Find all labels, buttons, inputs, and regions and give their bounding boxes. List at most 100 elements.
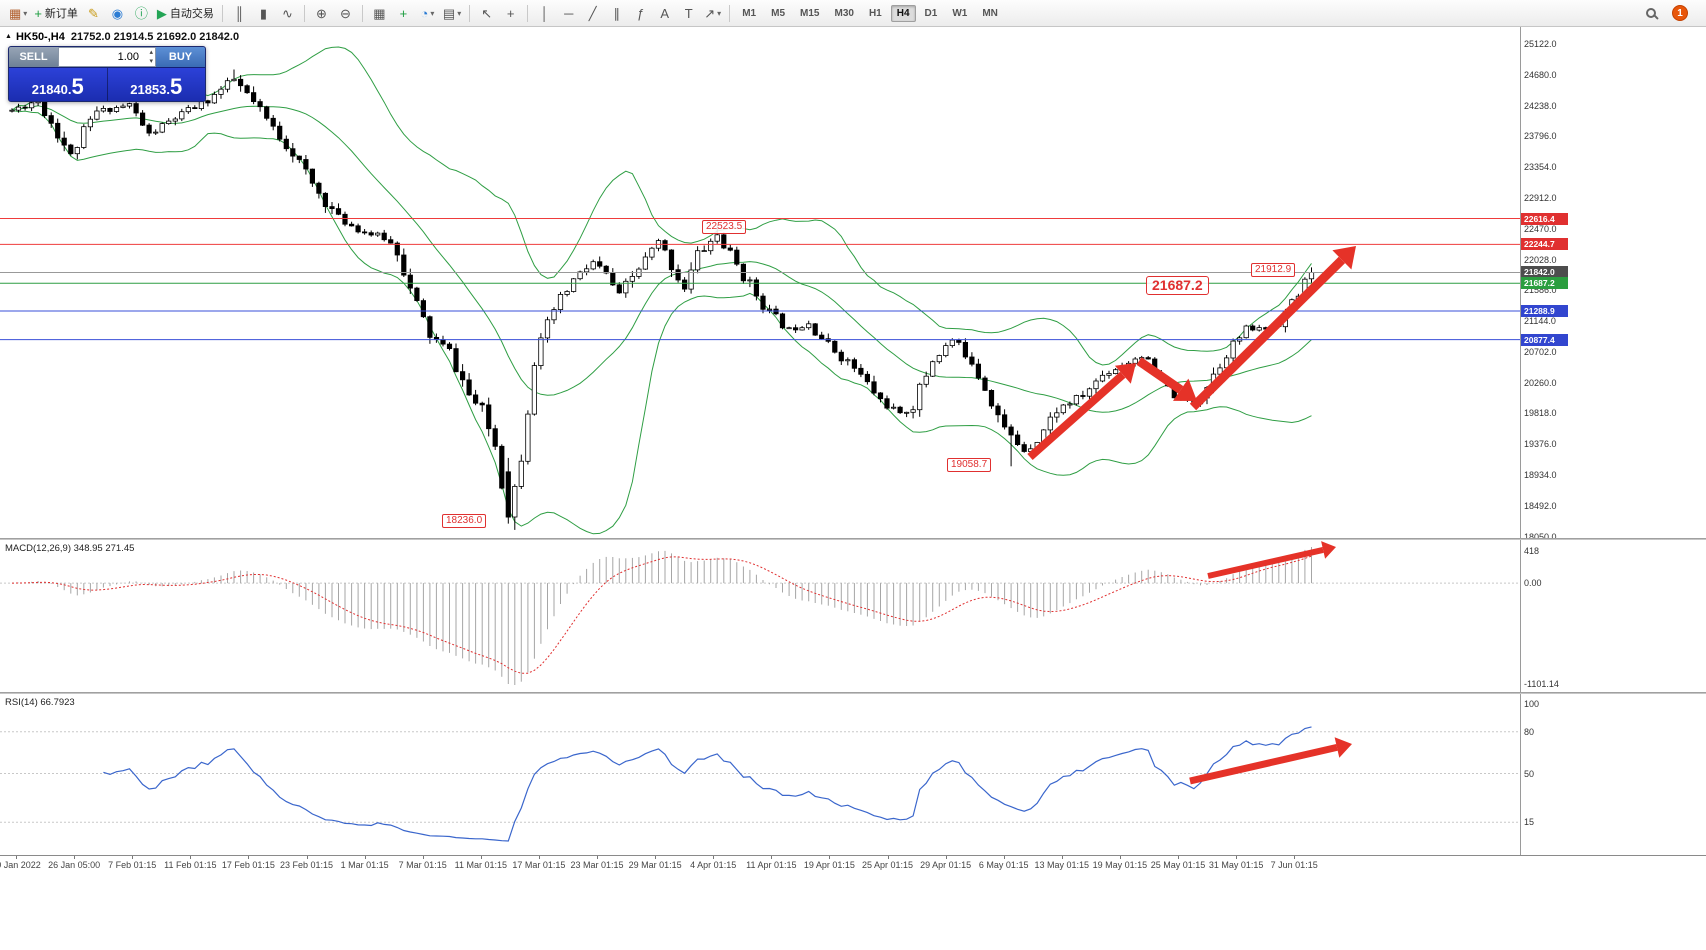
sell-price-big: 5 [71, 74, 84, 99]
search-button[interactable] [1639, 3, 1662, 24]
trade-widget-controls: SELL 1.00 ▴ ▾ BUY [9, 47, 205, 68]
rsi-panel[interactable]: RSI(14) 66.7923 100 80 50 15 [0, 694, 1706, 855]
macd-panel[interactable]: MACD(12,26,9) 348.95 271.45 418 0.00 -1101… [0, 540, 1706, 692]
metaeditor-button[interactable]: ✎ [82, 3, 105, 24]
volume-field[interactable]: 1.00 ▴ ▾ [58, 47, 156, 67]
periods-button-glyph-icon: ◔ [420, 5, 429, 21]
volume-value: 1.00 [117, 51, 139, 63]
timeframe-m1-button[interactable]: M1 [742, 7, 757, 19]
indicators-button[interactable]: + [392, 3, 415, 24]
tile-windows-button-glyph-icon: ▦ [373, 5, 386, 21]
time-axis[interactable]: 20 Jan 2022 26 Jan 05:00 7 Feb 01:15 11 Feb… [0, 855, 1706, 873]
rsi-axis-label: 80 [1524, 726, 1535, 737]
text-button[interactable]: A [653, 3, 676, 24]
vertical-line-button[interactable]: │ [533, 3, 556, 24]
time-axis-label: 1 Mar 01:15 [340, 860, 389, 870]
timeframe-m5-button[interactable]: M5 [771, 7, 786, 19]
buy-button[interactable]: BUY [156, 47, 205, 67]
sell-price[interactable]: 21840. 5 [9, 68, 108, 101]
time-axis-label: 17 Mar 01:15 [512, 860, 566, 870]
volume-up-icon[interactable]: ▴ [149, 49, 153, 56]
collapse-triangle-icon[interactable]: ▲ [5, 33, 12, 40]
community-button-glyph-icon: ◉ [111, 5, 124, 21]
time-axis-tick [887, 856, 889, 859]
periods-button[interactable]: ◔ ▾ [416, 3, 439, 24]
price-axis-label: 22028.0 [1524, 254, 1557, 265]
candles-mode-button-glyph-icon: ▮ [259, 5, 267, 21]
bars-mode-button[interactable]: ║ [228, 3, 251, 24]
sell-button[interactable]: SELL [9, 47, 58, 67]
ohlc-values: 21752.0 21914.5 21692.0 21842.0 [70, 31, 240, 43]
price-axis-label: 18050.0 [1524, 531, 1557, 538]
timeframe-mn-button[interactable]: MN [982, 7, 998, 19]
timeframe-h1-button[interactable]: H1 [868, 7, 882, 19]
panel-separator[interactable] [0, 538, 1706, 540]
new-order-button-label: 新订单 [44, 8, 78, 20]
volume-spinner[interactable]: ▴ ▾ [149, 49, 153, 67]
price-axis-label: 22470.0 [1524, 223, 1557, 234]
time-axis-tick [771, 856, 773, 859]
price-axis-label: 23796.0 [1524, 131, 1557, 142]
cursor-button-glyph-icon: ↖ [481, 5, 493, 21]
price-axis-label: 18492.0 [1524, 500, 1557, 511]
volume-down-icon[interactable]: ▾ [149, 58, 153, 65]
zoom-in-button[interactable]: ⊕ [310, 3, 333, 24]
macd-canv[interactable] [0, 540, 1520, 692]
price-axis-label: 24680.0 [1524, 69, 1557, 80]
panel-separator[interactable] [0, 692, 1706, 694]
label-button[interactable]: T [677, 3, 700, 24]
timeframe-d1-button[interactable]: D1 [924, 7, 938, 19]
templates-button[interactable]: ▤ ▾ [440, 3, 464, 24]
crosshair-button-glyph-icon: + [506, 5, 515, 21]
candles-mode-button[interactable]: ▮ [252, 3, 275, 24]
price-chart-canvas[interactable] [0, 27, 1520, 538]
info-button[interactable]: ⓘ [130, 3, 153, 24]
time-axis-label: 25 May 01:15 [1150, 860, 1206, 870]
new-order-button-glyph-icon: + [34, 5, 42, 21]
trendline-button[interactable]: ╱ [581, 3, 604, 24]
new-order-button[interactable]: + 新订单 [31, 3, 81, 24]
toolbar-separator [303, 4, 305, 22]
macd-axis-label: 418 [1524, 546, 1540, 556]
timeframe-w1-button[interactable]: W1 [952, 7, 968, 19]
notification-badge[interactable]: 1 [1672, 5, 1688, 21]
price-axis-label: 23354.0 [1524, 162, 1557, 173]
cursor-button[interactable]: ↖ [475, 3, 498, 24]
new-chart-button[interactable]: ▦ ▾ [6, 3, 30, 24]
time-axis-tick [713, 856, 715, 859]
time-axis-tick [422, 856, 424, 859]
time-axis-tick [248, 856, 250, 859]
horizontal-line-button-glyph-icon: ─ [564, 5, 574, 21]
channel-button[interactable]: ∥ [605, 3, 628, 24]
time-axis-tick [597, 856, 598, 859]
templates-button-caret-icon: ▾ [457, 8, 462, 18]
crosshair-button[interactable]: + [499, 3, 522, 24]
price-chart-panel[interactable]: ▲ HK50-,H4 21752.0 21914.5 21692.0 21842.0… [0, 27, 1706, 538]
timeframe-h4-button[interactable]: H4 [890, 4, 916, 22]
buy-price[interactable]: 21853. 5 [107, 68, 205, 101]
timeframe-m30-button[interactable]: M30 [834, 7, 854, 19]
line-mode-button[interactable]: ∿ [276, 3, 299, 24]
trendline-button-glyph-icon: ╱ [588, 5, 597, 21]
trade-widget-prices: 21840. 5 21853. 5 [9, 68, 205, 101]
shapes-button[interactable]: ↗ ▾ [701, 3, 724, 24]
horizontal-line-button[interactable]: ─ [557, 3, 580, 24]
price-axis-label: 21586.0 [1524, 285, 1557, 296]
rsi-canvas[interactable] [0, 694, 1520, 855]
zoom-in-button-glyph-icon: ⊕ [315, 5, 327, 21]
price-callout: 18236.0 [442, 514, 487, 528]
time-axis-tick [132, 856, 134, 859]
main-toolbar: ▦ ▾ + 新订单 ✎ ◉ ⓘ ▶ 自动交易 ║ ▮ ∿ ⊕ ⊖ ▦ + ◔ ▾ ▤ ▾ ↖ + │ ─ ╱ ∥ ƒ A T ↗ ▾ M1 M5… [0, 0, 1706, 27]
zoom-out-button[interactable]: ⊖ [334, 3, 357, 24]
price-tag: 21842.0 [1521, 266, 1568, 279]
community-button[interactable]: ◉ [106, 3, 129, 24]
price-axis-label: 25122.0 [1524, 39, 1557, 49]
tile-windows-button[interactable]: ▦ [368, 3, 391, 24]
shapes-button-caret-icon: ▾ [717, 8, 722, 18]
autotrading-button-label: 自动交易 [169, 8, 214, 20]
time-axis-tick [306, 856, 308, 859]
fibonacci-button[interactable]: ƒ [629, 3, 652, 24]
autotrading-button[interactable]: ▶ 自动交易 [154, 3, 217, 24]
toolbar-separator [361, 4, 363, 22]
timeframe-m15-button[interactable]: M15 [800, 7, 820, 19]
